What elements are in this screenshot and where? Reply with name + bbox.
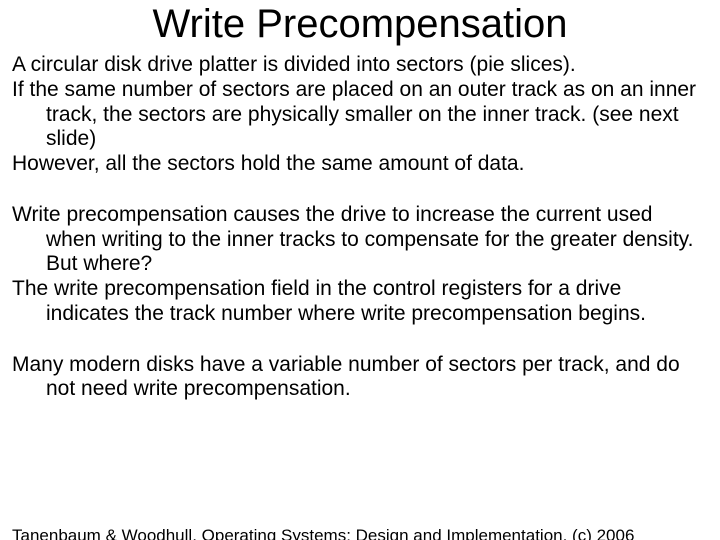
paragraph: If the same number of sectors are placed… bbox=[12, 78, 708, 152]
paragraph: A circular disk drive platter is divided… bbox=[12, 53, 708, 78]
paragraph-block-3: Many modern disks have a variable number… bbox=[12, 353, 708, 403]
footer-citation: Tanenbaum & Woodhull, Operating Systems:… bbox=[12, 526, 634, 540]
slide: Write Precompensation A circular disk dr… bbox=[0, 2, 720, 540]
paragraph: Many modern disks have a variable number… bbox=[12, 353, 708, 403]
paragraph-block-1: A circular disk drive platter is divided… bbox=[12, 53, 708, 177]
slide-title: Write Precompensation bbox=[12, 2, 708, 47]
paragraph: The write precompensation field in the c… bbox=[12, 277, 708, 327]
paragraph-block-2: Write precompensation causes the drive t… bbox=[12, 203, 708, 327]
paragraph: However, all the sectors hold the same a… bbox=[12, 152, 708, 177]
paragraph: Write precompensation causes the drive t… bbox=[12, 203, 708, 277]
